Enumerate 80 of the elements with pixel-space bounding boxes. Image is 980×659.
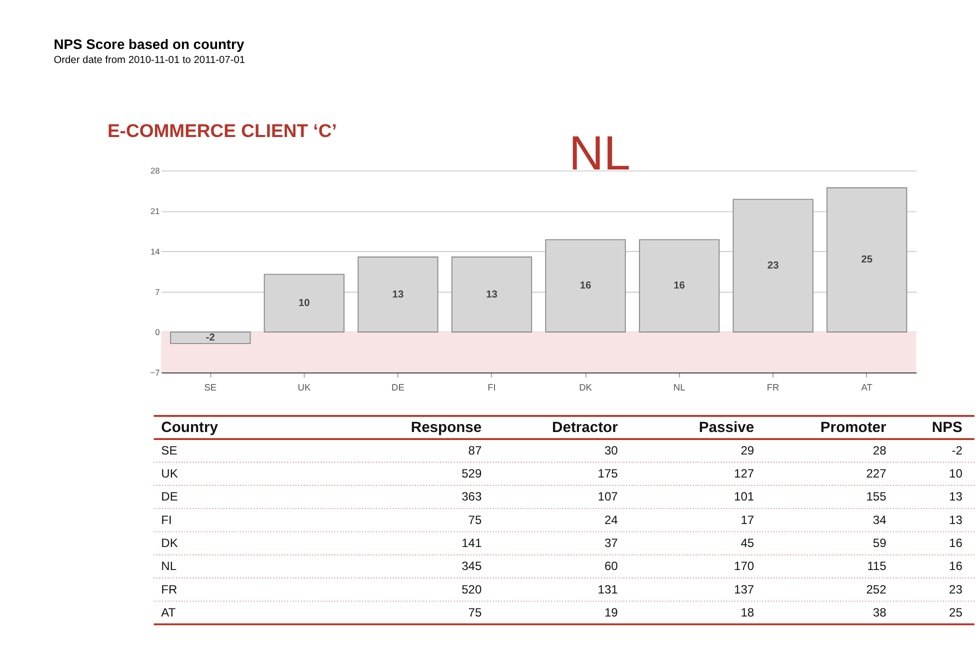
text: 127 (734, 466, 754, 481)
text: 155 (866, 490, 887, 504)
data-label: 13 (392, 289, 404, 300)
text: DK (161, 536, 178, 550)
text: 87 (468, 443, 482, 458)
text: 23 (949, 582, 963, 596)
text: 60 (604, 559, 618, 574)
text: 227 (866, 466, 887, 481)
text: E-COMMERCE CLIENT ‘C’ (107, 120, 337, 142)
data-label: 10 (298, 298, 310, 309)
chart-title: NPS Score based on country (54, 36, 244, 52)
y-tick-label: 14 (150, 246, 160, 256)
data-label: 16 (674, 280, 686, 292)
text: 101 (734, 490, 754, 504)
text: -2 (952, 443, 963, 458)
y-tick-label: 7 (155, 286, 160, 297)
x-tick-label: DE (392, 382, 404, 392)
text: 59 (872, 536, 887, 550)
text: 13 (949, 490, 963, 504)
text: 28 (872, 443, 887, 458)
text: 115 (867, 559, 887, 574)
data-label: 25 (861, 254, 873, 266)
text: 38 (872, 605, 887, 620)
text: 363 (462, 490, 482, 504)
text: 16 (949, 559, 963, 574)
text: 141 (462, 536, 482, 550)
text: SE (161, 443, 178, 458)
text: 75 (468, 605, 482, 620)
text: 19 (604, 605, 618, 620)
text: 252 (866, 582, 887, 596)
text: NL (161, 559, 177, 574)
x-tick-label: NL (673, 382, 686, 392)
text: 29 (740, 443, 754, 458)
text: AT (161, 605, 176, 620)
x-tick-label: DK (579, 382, 593, 392)
x-tick-label: UK (298, 382, 312, 392)
text: Response (410, 420, 482, 436)
data-label: 13 (486, 289, 498, 300)
text: 16 (949, 536, 963, 550)
text: 37 (604, 536, 618, 550)
text: 137 (734, 582, 754, 596)
text: 131 (598, 582, 618, 596)
text: 10 (949, 466, 963, 481)
text: 30 (604, 443, 618, 458)
chart-subtitle: Order date from 2010-11-01 to 2011-07-01 (54, 55, 246, 66)
text: 107 (598, 490, 618, 504)
annotation: NL (568, 126, 630, 181)
x-tick-label: AT (861, 382, 873, 392)
text: 75 (468, 512, 482, 527)
text: 345 (462, 559, 482, 574)
text: 170 (734, 559, 754, 574)
text: 34 (872, 512, 887, 527)
text: UK (161, 466, 178, 481)
x-tick-label: SE (204, 382, 217, 392)
data-label: 16 (580, 280, 592, 292)
text: Detractor (552, 420, 618, 436)
text: Passive (698, 420, 754, 436)
text: FR (161, 582, 178, 596)
y-tick-label: 0 (155, 327, 160, 338)
text: NPS (932, 420, 963, 436)
text: 18 (740, 605, 754, 620)
data-label: -2 (206, 332, 216, 344)
text: 529 (462, 466, 482, 481)
text: 25 (949, 605, 963, 620)
text: 17 (740, 512, 754, 527)
data-label: 23 (767, 260, 780, 272)
text: 24 (604, 512, 618, 527)
text: Promoter (820, 420, 887, 436)
text: DE (161, 490, 178, 504)
text: 520 (462, 582, 482, 596)
x-tick-label: FR (766, 382, 780, 392)
y-tick-label: 21 (150, 206, 160, 216)
text: 175 (598, 466, 618, 481)
text: FI (161, 512, 172, 527)
x-tick-label: FI (488, 382, 496, 392)
text: 45 (740, 536, 754, 550)
y-tick-label: −7 (150, 368, 160, 378)
text: 13 (949, 512, 963, 527)
text: Country (161, 420, 219, 436)
y-tick-label: 28 (150, 166, 160, 176)
